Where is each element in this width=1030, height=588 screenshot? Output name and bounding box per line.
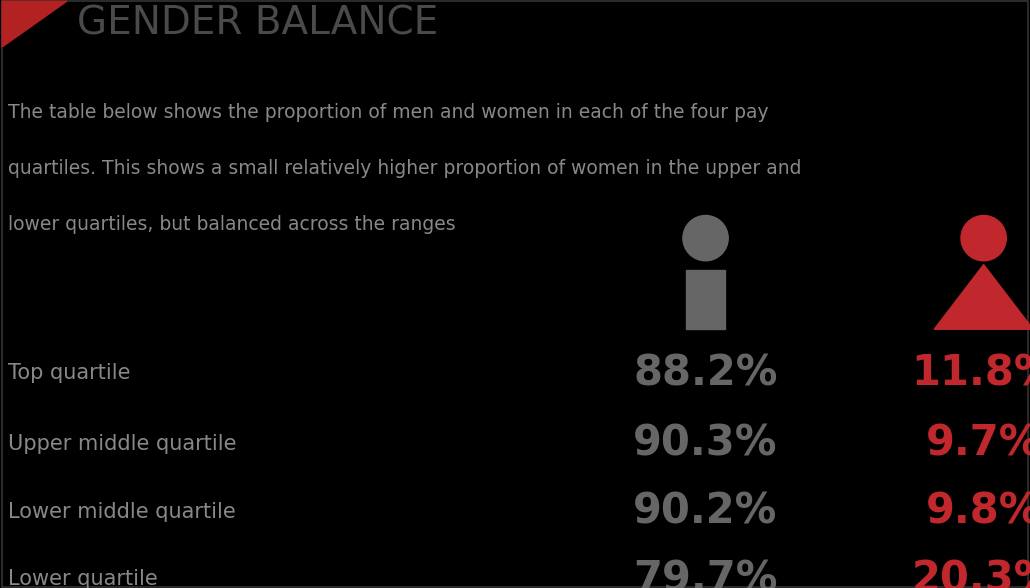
Text: 20.3%: 20.3% bbox=[912, 558, 1030, 588]
Text: 9.7%: 9.7% bbox=[926, 423, 1030, 465]
Ellipse shape bbox=[961, 215, 1006, 261]
Polygon shape bbox=[934, 265, 1030, 329]
Bar bbox=[686, 270, 725, 329]
Text: Upper middle quartile: Upper middle quartile bbox=[8, 434, 237, 454]
Text: 88.2%: 88.2% bbox=[633, 352, 778, 395]
Text: The table below shows the proportion of men and women in each of the four pay: The table below shows the proportion of … bbox=[8, 103, 768, 122]
Text: lower quartiles, but balanced across the ranges: lower quartiles, but balanced across the… bbox=[8, 215, 456, 233]
Ellipse shape bbox=[683, 215, 728, 261]
Text: 79.7%: 79.7% bbox=[633, 558, 778, 588]
Text: 90.3%: 90.3% bbox=[633, 423, 778, 465]
Text: 11.8%: 11.8% bbox=[912, 352, 1030, 395]
Text: 90.2%: 90.2% bbox=[633, 490, 778, 533]
Polygon shape bbox=[2, 1, 67, 47]
Text: Lower quartile: Lower quartile bbox=[8, 569, 158, 588]
Text: 9.8%: 9.8% bbox=[926, 490, 1030, 533]
Text: Top quartile: Top quartile bbox=[8, 363, 131, 383]
Text: GENDER BALANCE: GENDER BALANCE bbox=[77, 5, 439, 42]
Text: quartiles. This shows a small relatively higher proportion of women in the upper: quartiles. This shows a small relatively… bbox=[8, 159, 801, 178]
Text: Lower middle quartile: Lower middle quartile bbox=[8, 502, 236, 522]
